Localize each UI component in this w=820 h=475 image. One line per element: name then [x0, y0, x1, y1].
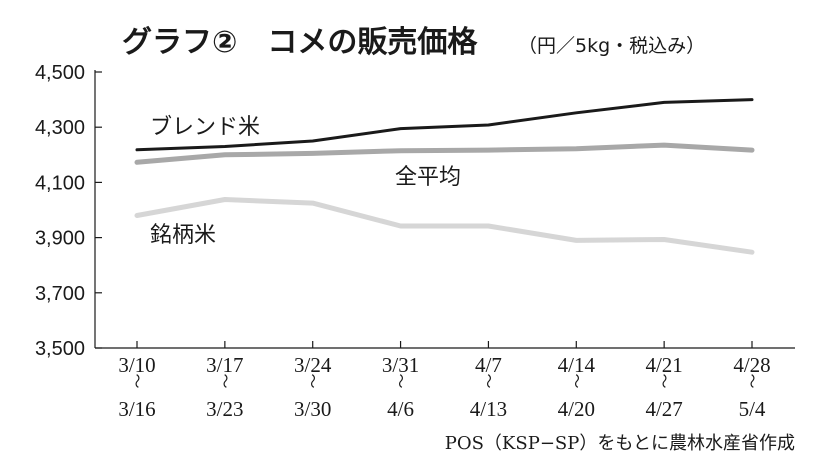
- x-tick-label-end: 4/27: [645, 397, 682, 421]
- y-tick-label: 4,100: [35, 172, 85, 194]
- series-label-brand: 銘柄米: [150, 223, 216, 248]
- x-tick-label-separator: 〜: [216, 373, 234, 388]
- series-line-brand: [134, 197, 755, 255]
- x-tick-label-separator: 〜: [304, 373, 322, 388]
- x-tick-label-end: 3/23: [206, 397, 243, 421]
- x-tick-label-start: 4/14: [558, 353, 596, 377]
- x-tick-label-separator: 〜: [392, 373, 410, 388]
- y-tick-label: 4,300: [35, 117, 85, 139]
- x-tick-label-end: 4/6: [387, 397, 414, 421]
- x-tick-label-start: 3/10: [118, 353, 155, 377]
- x-tick-label-start: 4/7: [475, 353, 502, 377]
- x-tick-label-start: 4/28: [733, 353, 770, 377]
- x-tick-label-separator: 〜: [479, 373, 497, 388]
- chart-title: グラフ② コメの販売価格: [122, 25, 478, 60]
- series-label-average: 全平均: [395, 165, 461, 190]
- y-tick-label: 3,900: [35, 228, 85, 250]
- axes: [94, 70, 795, 349]
- series-lines: [134, 98, 755, 255]
- x-tick-label-start: 3/17: [206, 353, 243, 377]
- x-tick-label-separator: 〜: [655, 373, 673, 388]
- y-tick-label: 4,500: [35, 62, 85, 84]
- x-tick-label-end: 5/4: [739, 397, 766, 421]
- y-tick-label: 3,500: [35, 338, 85, 360]
- series-line-blend: [135, 98, 754, 152]
- x-tick-label-end: 4/20: [558, 397, 595, 421]
- x-tick-label-start: 3/31: [382, 353, 419, 377]
- chart-unit-note: （円／5kg・税込み）: [518, 35, 705, 57]
- x-tick-label-end: 3/30: [294, 397, 331, 421]
- x-tick-label-end: 3/16: [118, 397, 155, 421]
- series-line-average: [134, 142, 755, 165]
- x-tick-label-separator: 〜: [128, 373, 146, 388]
- y-tick-label: 3,700: [35, 283, 85, 305]
- x-tick-label-separator: 〜: [567, 373, 585, 388]
- series-label-blend: ブレンド米: [150, 115, 260, 140]
- x-tick-label-start: 4/21: [645, 353, 682, 377]
- x-tick-label-start: 3/24: [294, 353, 332, 377]
- y-axis-ticks: 3,500 3,700 3,900 4,100 4,300 4,500: [35, 62, 102, 360]
- source-note: POS（KSP−SP）をもとに農林水産省作成: [445, 433, 795, 454]
- x-axis-ticks: 3/10〜3/163/17〜3/233/24〜3/303/31〜4/64/7〜4…: [118, 341, 771, 421]
- x-tick-label-end: 4/13: [470, 397, 507, 421]
- x-tick-label-separator: 〜: [743, 373, 761, 388]
